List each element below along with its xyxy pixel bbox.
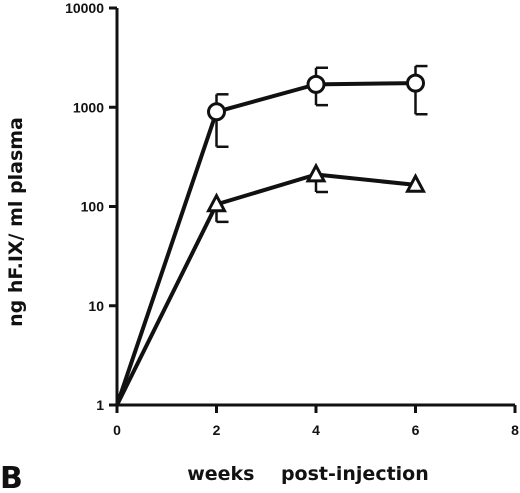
- y-tick-label: 10: [88, 298, 104, 314]
- series-1-line: [115, 81, 416, 406]
- series-layer: [115, 64, 428, 406]
- y-tick-label: 10000: [65, 0, 104, 16]
- y-tick-label: 1000: [73, 99, 104, 115]
- y-tick-label: 100: [81, 199, 105, 215]
- x-tick-label: 4: [312, 422, 320, 438]
- series-2-point: [404, 173, 427, 193]
- x-tick-label: 0: [113, 422, 121, 438]
- ticks: 1 10 100 1000 10000 0 2 4 6 8: [65, 0, 519, 438]
- y-tick-label: 1: [96, 397, 104, 413]
- series-1-point: [406, 73, 425, 93]
- series-2-line: [115, 172, 416, 406]
- panel-label: B: [0, 461, 23, 493]
- x-tick-label: 2: [213, 422, 221, 438]
- series-2-point: [305, 162, 327, 183]
- x-tick-label: 8: [511, 422, 519, 438]
- series-2-point: [205, 192, 228, 213]
- x-tick-label: 6: [412, 422, 420, 438]
- series-1-point: [207, 102, 226, 122]
- series-1-point: [306, 74, 326, 94]
- x-axis-label: weeks post-injection: [187, 463, 429, 485]
- y-axis-label: ng hF.IX/ ml plasma: [5, 117, 27, 327]
